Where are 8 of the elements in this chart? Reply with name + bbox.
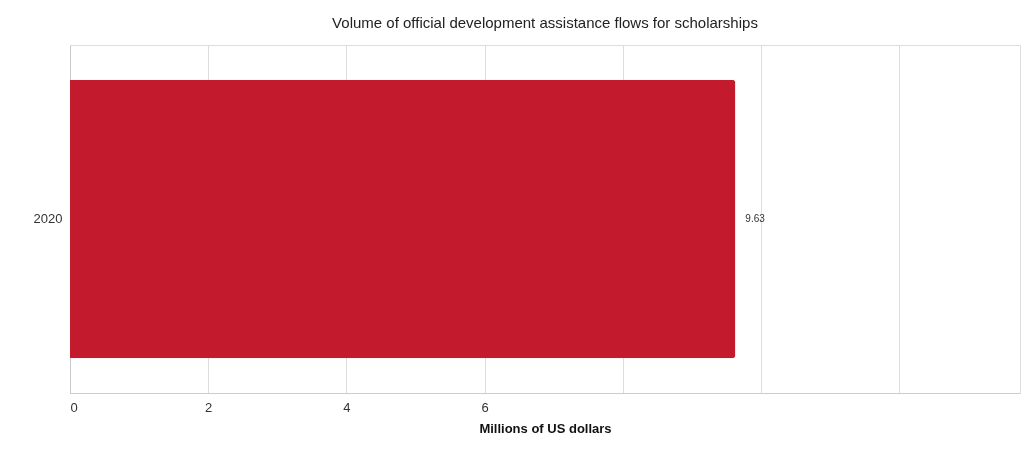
chart-title: Volume of official development assistance flows for scholarships: [332, 14, 758, 31]
x-tick-label: 2: [205, 399, 213, 415]
x-tick-label: 4: [343, 399, 351, 415]
y-tick-label: 2020: [33, 211, 63, 226]
data-label: 9.63: [745, 213, 766, 224]
x-axis-title: Millions of US dollars: [479, 420, 612, 436]
x-tick-label: 6: [481, 399, 489, 415]
x-tick-label: 0: [70, 399, 78, 415]
